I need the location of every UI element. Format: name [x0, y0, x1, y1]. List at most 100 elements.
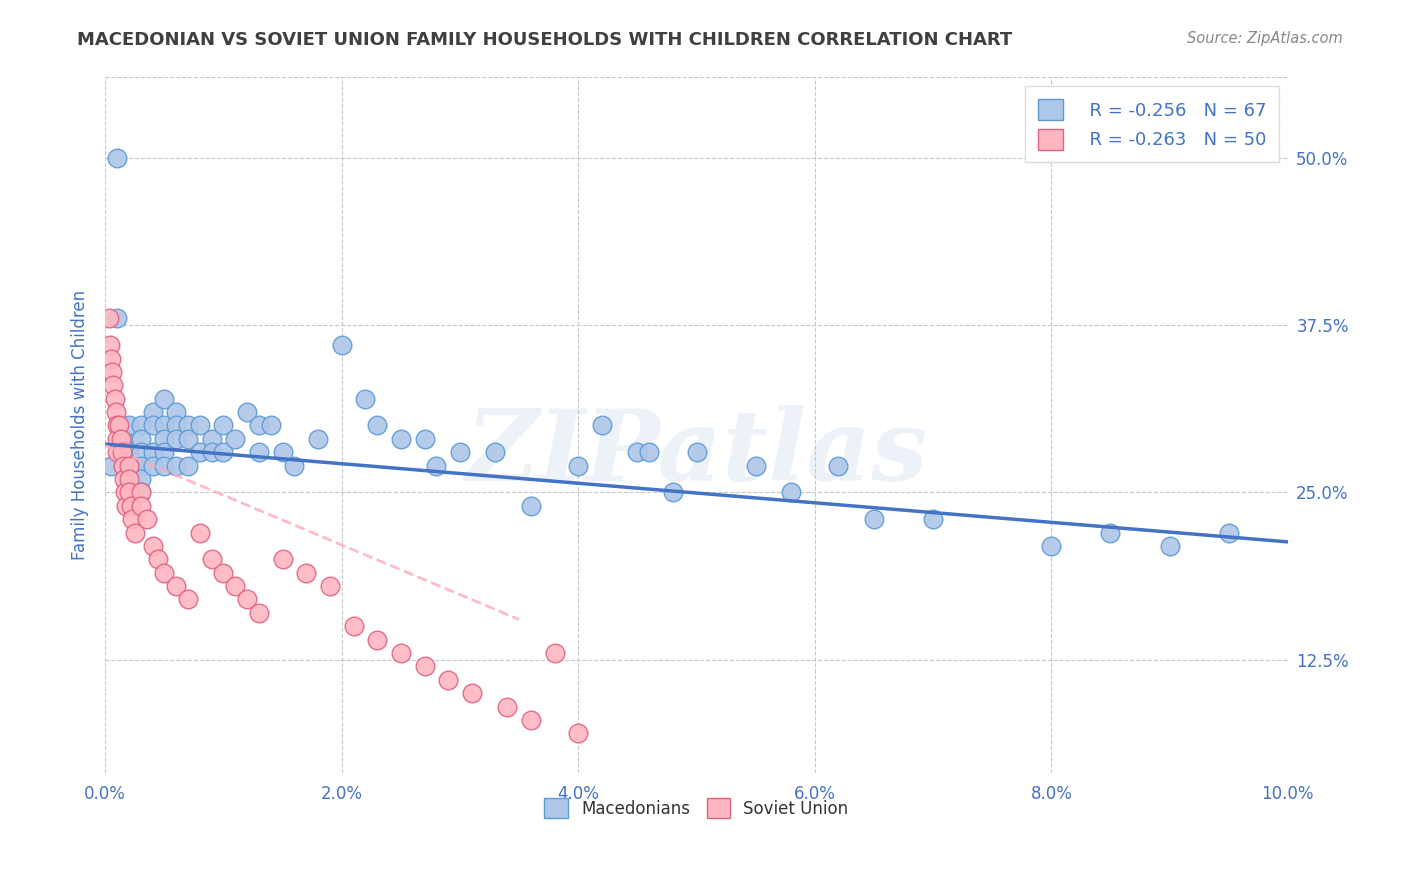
Point	[153, 418, 176, 433]
Point	[165, 405, 187, 419]
Point	[626, 445, 648, 459]
Point	[153, 566, 176, 580]
Point	[212, 566, 235, 580]
Point	[212, 445, 235, 459]
Point	[922, 512, 945, 526]
Point	[389, 432, 412, 446]
Point	[236, 405, 259, 419]
Point	[236, 592, 259, 607]
Point	[141, 418, 163, 433]
Point	[165, 579, 187, 593]
Point	[366, 418, 388, 433]
Point	[224, 579, 246, 593]
Point	[638, 445, 661, 459]
Point	[105, 445, 128, 459]
Point	[780, 485, 803, 500]
Point	[413, 432, 436, 446]
Point	[141, 445, 163, 459]
Point	[188, 525, 211, 540]
Point	[496, 699, 519, 714]
Point	[153, 445, 176, 459]
Point	[1218, 525, 1240, 540]
Point	[188, 418, 211, 433]
Point	[283, 458, 305, 473]
Point	[366, 632, 388, 647]
Point	[115, 499, 138, 513]
Point	[165, 418, 187, 433]
Point	[111, 458, 134, 473]
Point	[319, 579, 342, 593]
Point	[124, 458, 146, 473]
Point	[177, 592, 200, 607]
Point	[118, 485, 141, 500]
Point	[165, 458, 187, 473]
Point	[354, 392, 377, 406]
Point	[567, 458, 589, 473]
Point	[461, 686, 484, 700]
Point	[153, 392, 176, 406]
Point	[105, 418, 128, 433]
Point	[201, 552, 224, 566]
Text: MACEDONIAN VS SOVIET UNION FAMILY HOUSEHOLDS WITH CHILDREN CORRELATION CHART: MACEDONIAN VS SOVIET UNION FAMILY HOUSEH…	[77, 31, 1012, 49]
Point	[118, 458, 141, 473]
Text: Source: ZipAtlas.com: Source: ZipAtlas.com	[1187, 31, 1343, 46]
Point	[685, 445, 707, 459]
Point	[148, 552, 170, 566]
Point	[105, 432, 128, 446]
Point	[105, 311, 128, 326]
Point	[104, 405, 127, 419]
Point	[118, 418, 141, 433]
Point	[135, 512, 157, 526]
Point	[863, 512, 886, 526]
Point	[212, 418, 235, 433]
Point	[104, 392, 127, 406]
Point	[129, 432, 152, 446]
Point	[120, 499, 142, 513]
Point	[201, 445, 224, 459]
Point	[177, 418, 200, 433]
Y-axis label: Family Households with Children: Family Households with Children	[72, 291, 89, 560]
Point	[124, 525, 146, 540]
Point	[260, 418, 283, 433]
Point	[129, 472, 152, 486]
Point	[271, 445, 294, 459]
Point	[247, 445, 270, 459]
Point	[520, 713, 543, 727]
Point	[827, 458, 849, 473]
Point	[1159, 539, 1181, 553]
Point	[330, 338, 353, 352]
Point	[100, 458, 122, 473]
Point	[1040, 539, 1063, 553]
Point	[153, 458, 176, 473]
Point	[121, 512, 143, 526]
Point	[307, 432, 329, 446]
Point	[153, 432, 176, 446]
Point	[114, 485, 136, 500]
Point	[177, 458, 200, 473]
Point	[342, 619, 364, 633]
Point	[129, 485, 152, 500]
Legend: Macedonians, Soviet Union: Macedonians, Soviet Union	[538, 792, 855, 824]
Point	[111, 445, 134, 459]
Point	[101, 365, 124, 379]
Point	[413, 659, 436, 673]
Point	[201, 432, 224, 446]
Point	[118, 472, 141, 486]
Point	[425, 458, 447, 473]
Point	[165, 432, 187, 446]
Point	[112, 472, 135, 486]
Point	[567, 726, 589, 740]
Point	[247, 418, 270, 433]
Point	[105, 151, 128, 165]
Point	[1099, 525, 1122, 540]
Point	[271, 552, 294, 566]
Point	[118, 445, 141, 459]
Point	[188, 445, 211, 459]
Text: ZIPatlas: ZIPatlas	[465, 405, 928, 501]
Point	[224, 432, 246, 446]
Point	[449, 445, 471, 459]
Point	[100, 351, 122, 366]
Point	[437, 673, 460, 687]
Point	[543, 646, 565, 660]
Point	[591, 418, 613, 433]
